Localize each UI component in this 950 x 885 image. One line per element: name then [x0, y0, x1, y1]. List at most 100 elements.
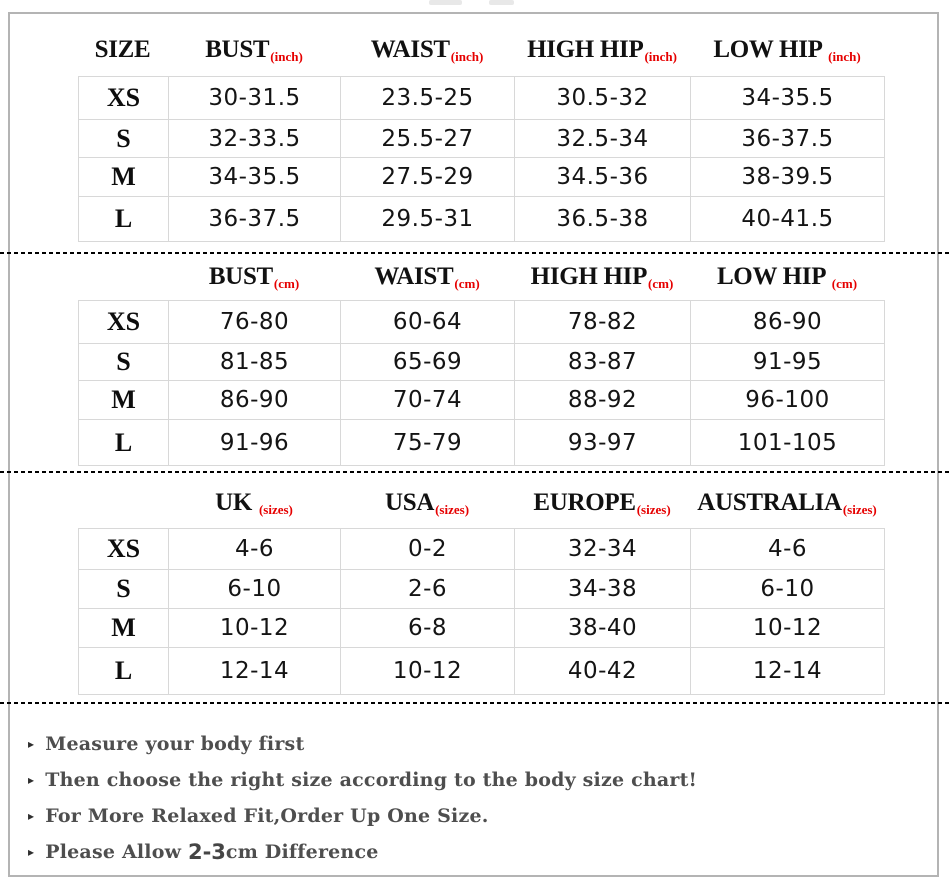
value-cell: 70-74: [340, 380, 515, 420]
notes-list: ▸ Measure your body first ▸ Then choose …: [28, 726, 697, 870]
value-cell: 27.5-29: [340, 157, 515, 197]
value-cell: 76-80: [168, 300, 341, 344]
triangle-bullet-icon: ▸: [28, 809, 35, 823]
table-row: S 81-85 65-69 83-87 91-95: [78, 343, 885, 381]
size-cell: L: [78, 419, 169, 466]
value-cell: 23.5-25: [340, 76, 515, 120]
size-table-cm: XS 76-80 60-64 78-82 86-90 S 81-85 65-69…: [78, 300, 885, 466]
size-table-international: XS 4-6 0-2 32-34 4-6 S 6-10 2-6 34-38 6-…: [78, 528, 885, 695]
table-row: XS 76-80 60-64 78-82 86-90: [78, 300, 885, 344]
value-cell: 32-33.5: [168, 119, 341, 158]
column-header-lowhip-inch: LOW HIP (inch): [713, 36, 861, 64]
column-header-bust-inch: BUST (inch): [205, 36, 303, 64]
column-header-australia: AUSTRALIA (sizes): [697, 489, 877, 517]
size-cell: XS: [78, 528, 169, 570]
value-cell: 91-95: [690, 343, 885, 381]
size-cell: L: [78, 647, 169, 695]
table-row: L 91-96 75-79 93-97 101-105: [78, 419, 885, 466]
note-text: Please Allow: [45, 841, 188, 863]
table-row: XS 30-31.5 23.5-25 30.5-32 34-35.5: [78, 76, 885, 120]
table-row: M 86-90 70-74 88-92 96-100: [78, 380, 885, 420]
table-row: L 12-14 10-12 40-42 12-14: [78, 647, 885, 695]
table-row: S 6-10 2-6 34-38 6-10: [78, 569, 885, 609]
column-header-bust-cm: BUST (cm): [208, 263, 300, 291]
dashed-divider: [0, 252, 950, 254]
value-cell: 10-12: [340, 647, 515, 695]
value-cell: 6-8: [340, 608, 515, 648]
table-row: L 36-37.5 29.5-31 36.5-38 40-41.5: [78, 196, 885, 242]
value-cell: 38-40: [514, 608, 691, 648]
size-cell: XS: [78, 76, 169, 120]
value-cell: 38-39.5: [690, 157, 885, 197]
note-text: Then choose the right size according to …: [45, 769, 698, 791]
value-cell: 36-37.5: [168, 196, 341, 242]
table-row: XS 4-6 0-2 32-34 4-6: [78, 528, 885, 570]
value-cell: 4-6: [690, 528, 885, 570]
cropped-edge-artifact: [489, 0, 514, 5]
value-cell: 78-82: [514, 300, 691, 344]
value-cell: 0-2: [340, 528, 515, 570]
size-cell: S: [78, 119, 169, 158]
value-cell: 83-87: [514, 343, 691, 381]
value-cell: 4-6: [168, 528, 341, 570]
value-cell: 86-90: [690, 300, 885, 344]
value-cell: 93-97: [514, 419, 691, 466]
table-row: M 34-35.5 27.5-29 34.5-36 38-39.5: [78, 157, 885, 197]
column-header-usa: USA (sizes): [384, 489, 470, 517]
value-cell: 30.5-32: [514, 76, 691, 120]
value-cell: 32.5-34: [514, 119, 691, 158]
note-item: ▸ Then choose the right size according t…: [28, 762, 697, 798]
value-cell: 88-92: [514, 380, 691, 420]
value-cell: 34-38: [514, 569, 691, 609]
note-text: Measure your body first: [45, 733, 305, 755]
value-cell: 29.5-31: [340, 196, 515, 242]
value-cell: 34-35.5: [168, 157, 341, 197]
value-cell: 60-64: [340, 300, 515, 344]
dashed-divider: [0, 702, 950, 704]
value-cell: 36.5-38: [514, 196, 691, 242]
value-cell: 2-6: [340, 569, 515, 609]
value-cell: 40-42: [514, 647, 691, 695]
column-header-europe: EUROPE (sizes): [533, 489, 671, 517]
value-cell: 101-105: [690, 419, 885, 466]
note-text: For More Relaxed Fit,Order Up One Size.: [45, 805, 489, 827]
size-chart-frame: [8, 12, 939, 877]
size-cell: M: [78, 157, 169, 197]
value-cell: 91-96: [168, 419, 341, 466]
value-cell: 30-31.5: [168, 76, 341, 120]
cropped-edge-artifact: [429, 0, 462, 5]
value-cell: 81-85: [168, 343, 341, 381]
table-row: M 10-12 6-8 38-40 10-12: [78, 608, 885, 648]
column-header-lowhip-cm: LOW HIP (cm): [716, 263, 858, 291]
size-cell: M: [78, 380, 169, 420]
value-cell: 65-69: [340, 343, 515, 381]
value-cell: 34-35.5: [690, 76, 885, 120]
note-item: ▸ Please Allow 2-3 cm Difference: [28, 840, 379, 864]
value-cell: 75-79: [340, 419, 515, 466]
value-cell: 12-14: [168, 647, 341, 695]
inch-table-header-row: SIZE BUST (inch) WAIST (inch) HIGH HIP (inc…: [78, 30, 884, 70]
value-cell: 40-41.5: [690, 196, 885, 242]
value-cell: 34.5-36: [514, 157, 691, 197]
column-header-highhip-inch: HIGH HIP (inch): [527, 36, 677, 64]
size-cell: S: [78, 343, 169, 381]
column-header-uk: UK (sizes): [215, 489, 293, 517]
value-cell: 10-12: [690, 608, 885, 648]
value-cell: 32-34: [514, 528, 691, 570]
dashed-divider: [0, 471, 950, 473]
size-cell: XS: [78, 300, 169, 344]
value-cell: 10-12: [168, 608, 341, 648]
value-cell: 6-10: [168, 569, 341, 609]
triangle-bullet-icon: ▸: [28, 737, 35, 751]
table-row: S 32-33.5 25.5-27 32.5-34 36-37.5: [78, 119, 885, 158]
size-table-inch: XS 30-31.5 23.5-25 30.5-32 34-35.5 S 32-…: [78, 76, 885, 242]
value-cell: 25.5-27: [340, 119, 515, 158]
size-cell: M: [78, 608, 169, 648]
column-header-size: SIZE: [94, 36, 151, 63]
international-table-header-row: UK (sizes) USA (sizes) EUROPE (sizes) AUST…: [78, 485, 884, 521]
column-header-waist-cm: WAIST (cm): [374, 263, 480, 291]
value-cell: 6-10: [690, 569, 885, 609]
column-header-waist-inch: WAIST (inch): [370, 36, 484, 64]
value-cell: 86-90: [168, 380, 341, 420]
triangle-bullet-icon: ▸: [28, 845, 35, 859]
